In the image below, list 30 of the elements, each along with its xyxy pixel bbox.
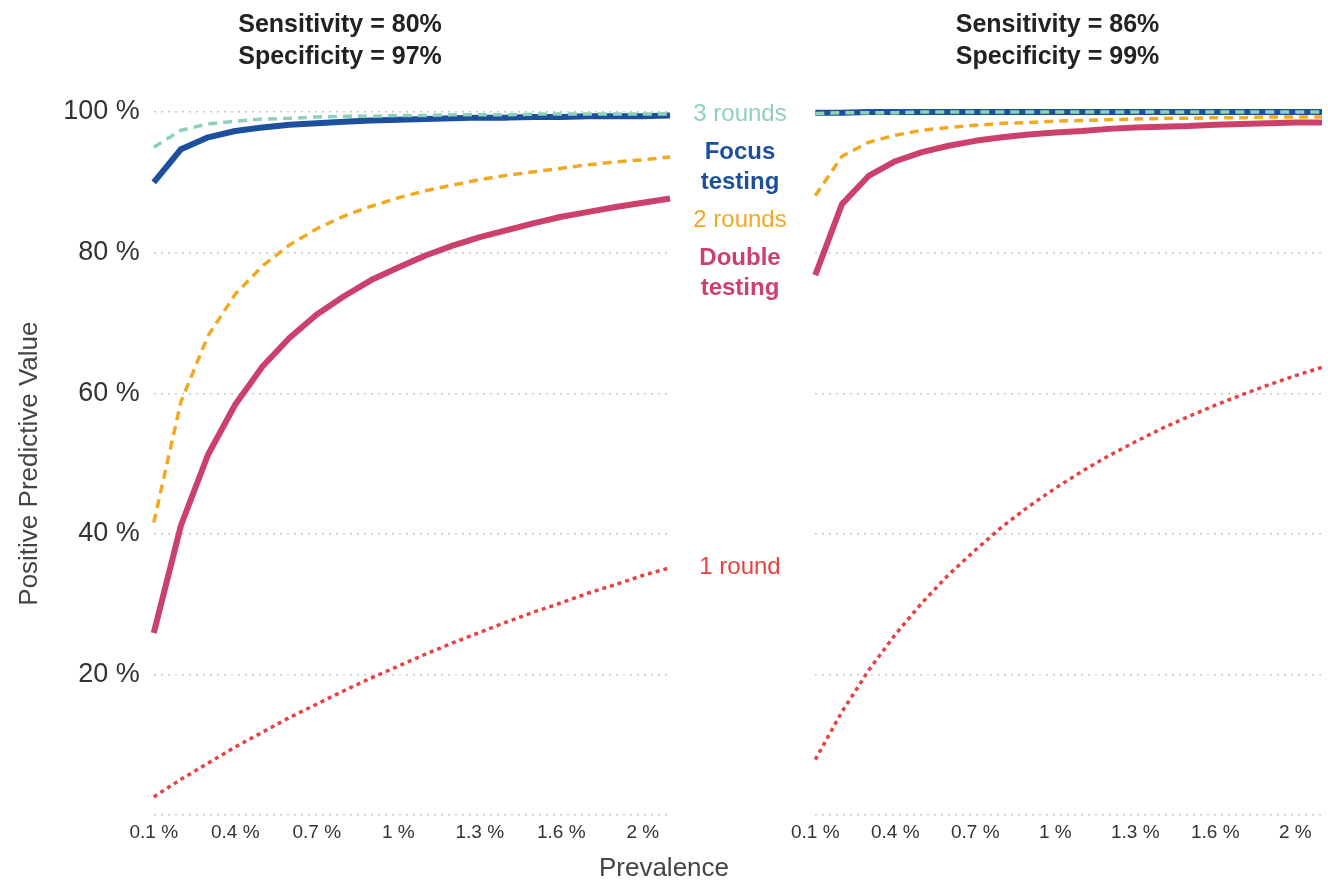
x-axis-title: Prevalence — [597, 852, 731, 883]
y-tick-label: 100 % — [63, 95, 140, 126]
x-tick-label: 1.3 % — [455, 820, 505, 842]
x-tick-label: 1 % — [1038, 820, 1072, 842]
x-tick-label: 1.3 % — [1111, 820, 1160, 842]
x-tick-label: 1.6 % — [1191, 820, 1240, 842]
x-tick-label: 0.1 % — [129, 820, 179, 842]
chart-subtitle: Specificity = 99% — [955, 40, 1160, 69]
x-tick-label: 0.7 % — [951, 820, 1000, 842]
y-tick-label: 60 % — [78, 376, 140, 407]
y-tick-label: 80 % — [78, 236, 140, 267]
x-tick-label: 1 % — [381, 820, 415, 842]
x-tick-label: 0.4 % — [871, 820, 920, 842]
y-axis-title: Positive Predictive Value — [12, 321, 43, 606]
series-label: Focus testing — [700, 136, 780, 194]
y-tick-label: 40 % — [78, 517, 140, 548]
text: Double testing — [699, 242, 781, 300]
y-tick-label: 20 % — [78, 658, 140, 689]
chart-title: Sensitivity = 80% — [238, 8, 442, 37]
chart-title: Sensitivity = 86% — [955, 8, 1160, 37]
chart-subtitle: Specificity = 97% — [238, 40, 442, 69]
series-label: 3 rounds — [693, 98, 787, 126]
text: 2 rounds — [693, 204, 787, 232]
x-tick-label: 1.6 % — [537, 820, 586, 842]
x-tick-label: 0.4 % — [210, 820, 260, 842]
x-tick-label: 0.7 % — [292, 820, 342, 842]
series-label: 1 round — [699, 552, 781, 580]
x-tick-label: 0.1 % — [791, 820, 840, 842]
x-tick-label: 2 % — [1278, 820, 1312, 842]
x-tick-label: 2 % — [626, 820, 660, 842]
